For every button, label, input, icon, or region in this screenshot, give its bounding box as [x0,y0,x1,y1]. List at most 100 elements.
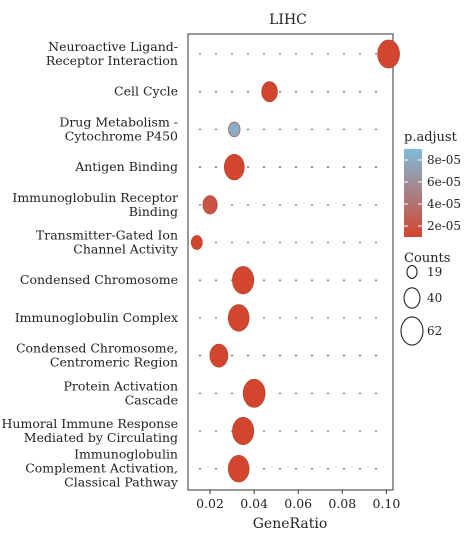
grid-dot [231,241,233,244]
chart-title: LIHC [269,12,307,28]
grid-dot [247,204,249,206]
data-points [190,39,400,483]
grid-dot [327,90,329,93]
grid-dot [311,467,313,470]
grid-dot [263,166,265,168]
grid-dot [199,392,201,395]
grid-dot [215,279,217,282]
grid-dot [327,317,329,319]
grid-dot [199,53,201,55]
grid-dot [279,241,281,244]
plot-panel [187,33,394,491]
data-point [202,195,218,215]
data-point [377,39,400,69]
grid-dot [263,354,265,357]
grid-dot [359,317,361,319]
grid-dot [327,467,329,470]
data-point [261,81,278,103]
grid-dot [231,354,233,357]
grid-dot [343,354,345,357]
grid-dot [279,392,281,395]
grid-dot [231,90,233,93]
category-label: Antigen Binding [74,159,178,174]
grid-dot [295,128,297,131]
grid-dot [231,392,233,395]
category-label: Immunoglobulin Complement Activation, Clas… [25,447,179,490]
category-label: Condensed Chromosome [20,272,178,287]
category-label: Immunoglobulin Complex [15,310,178,325]
grid-dot [343,241,345,244]
grid-dot [327,241,329,244]
grid-dot [215,166,217,168]
grid-dot [359,392,361,395]
grid-dot [295,241,297,244]
color-tick-label: 2e-05 [427,219,461,233]
grid-dot [311,128,313,131]
grid-dot [279,467,281,470]
category-label: Condensed Chromosome, Centromeric Region [16,341,178,370]
data-point [232,416,255,446]
grid-dot [343,467,345,470]
grid-dot [295,53,297,55]
grid-dot [295,204,297,206]
grid-dot [295,354,297,357]
data-point [227,455,250,483]
grid-dot [359,128,361,131]
grid-dot [199,166,201,168]
grid-dot [311,430,313,432]
color-tick-label: 6e-05 [427,175,461,189]
grid-dot [311,279,313,282]
grid-dot [263,241,265,244]
grid-dot [359,204,361,206]
grid-dot [279,317,281,319]
category-label: Humoral Immune Response Mediated by Circu… [2,416,178,445]
grid-dot [215,467,217,470]
grid-dot [311,354,313,357]
grid-dot [231,53,233,55]
grid-dot [199,279,201,282]
color-bar [404,149,422,237]
grid-dot [311,392,313,395]
grid-dot [279,128,281,131]
grid-dot [263,430,265,432]
category-label: Drug Metabolism -Cytochrome P450 [59,114,178,143]
grid-dot [359,354,361,357]
x-tick-label: 0.08 [328,496,356,511]
grid-dot [279,90,281,93]
grid-dot [375,392,377,395]
grid-dot [279,204,281,206]
x-axis-label: GeneRatio [253,516,328,532]
grid-dot [231,204,233,206]
grid-dot [375,204,377,206]
grid-dot [295,430,297,432]
grid-dot [199,90,201,93]
grid-dot [343,430,345,432]
size-legend-label: 62 [427,324,442,338]
grid-dot [343,90,345,93]
data-point [232,266,255,295]
grid-dot [311,317,313,319]
grid-dot [247,354,249,357]
grid-dot [375,467,377,470]
data-point [227,304,250,332]
grid-dot [375,166,377,168]
grid-dot [247,166,249,168]
category-label: Protein Activation Cascade [63,378,178,407]
size-legend-label: 40 [427,291,442,305]
grid-dot [343,392,345,395]
grid-dot [215,430,217,432]
grid-dot [199,467,201,470]
grid-dot [295,317,297,319]
x-tick-label: 0.10 [372,496,400,511]
grid-dot [247,90,249,93]
grid-dot [343,166,345,168]
grid-dot [327,166,329,168]
grid-dot [263,467,265,470]
grid-dot [343,317,345,319]
grid-dot [359,467,361,470]
grid-dot [295,392,297,395]
grid-dot [375,317,377,319]
grid-dot [279,279,281,282]
grid-dot [311,90,313,93]
